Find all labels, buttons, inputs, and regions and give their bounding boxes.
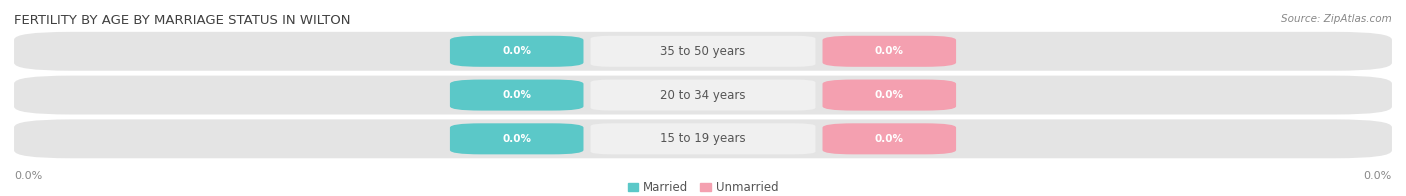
Text: FERTILITY BY AGE BY MARRIAGE STATUS IN WILTON: FERTILITY BY AGE BY MARRIAGE STATUS IN W… bbox=[14, 14, 350, 27]
Text: Source: ZipAtlas.com: Source: ZipAtlas.com bbox=[1281, 14, 1392, 24]
FancyBboxPatch shape bbox=[591, 36, 815, 67]
FancyBboxPatch shape bbox=[450, 36, 583, 67]
Text: 0.0%: 0.0% bbox=[502, 46, 531, 56]
FancyBboxPatch shape bbox=[823, 123, 956, 154]
Legend: Married, Unmarried: Married, Unmarried bbox=[628, 181, 778, 194]
Text: 0.0%: 0.0% bbox=[14, 171, 42, 181]
Text: 0.0%: 0.0% bbox=[502, 90, 531, 100]
FancyBboxPatch shape bbox=[591, 123, 815, 154]
Text: 0.0%: 0.0% bbox=[875, 46, 904, 56]
FancyBboxPatch shape bbox=[14, 76, 1392, 114]
FancyBboxPatch shape bbox=[14, 119, 1392, 158]
Text: 15 to 19 years: 15 to 19 years bbox=[661, 132, 745, 145]
Text: 35 to 50 years: 35 to 50 years bbox=[661, 45, 745, 58]
FancyBboxPatch shape bbox=[823, 36, 956, 67]
Text: 20 to 34 years: 20 to 34 years bbox=[661, 89, 745, 102]
FancyBboxPatch shape bbox=[450, 80, 583, 111]
FancyBboxPatch shape bbox=[450, 123, 583, 154]
Text: 0.0%: 0.0% bbox=[875, 90, 904, 100]
Text: 0.0%: 0.0% bbox=[502, 134, 531, 144]
Text: 0.0%: 0.0% bbox=[875, 134, 904, 144]
FancyBboxPatch shape bbox=[823, 80, 956, 111]
FancyBboxPatch shape bbox=[14, 32, 1392, 71]
Text: 0.0%: 0.0% bbox=[1364, 171, 1392, 181]
FancyBboxPatch shape bbox=[591, 80, 815, 111]
